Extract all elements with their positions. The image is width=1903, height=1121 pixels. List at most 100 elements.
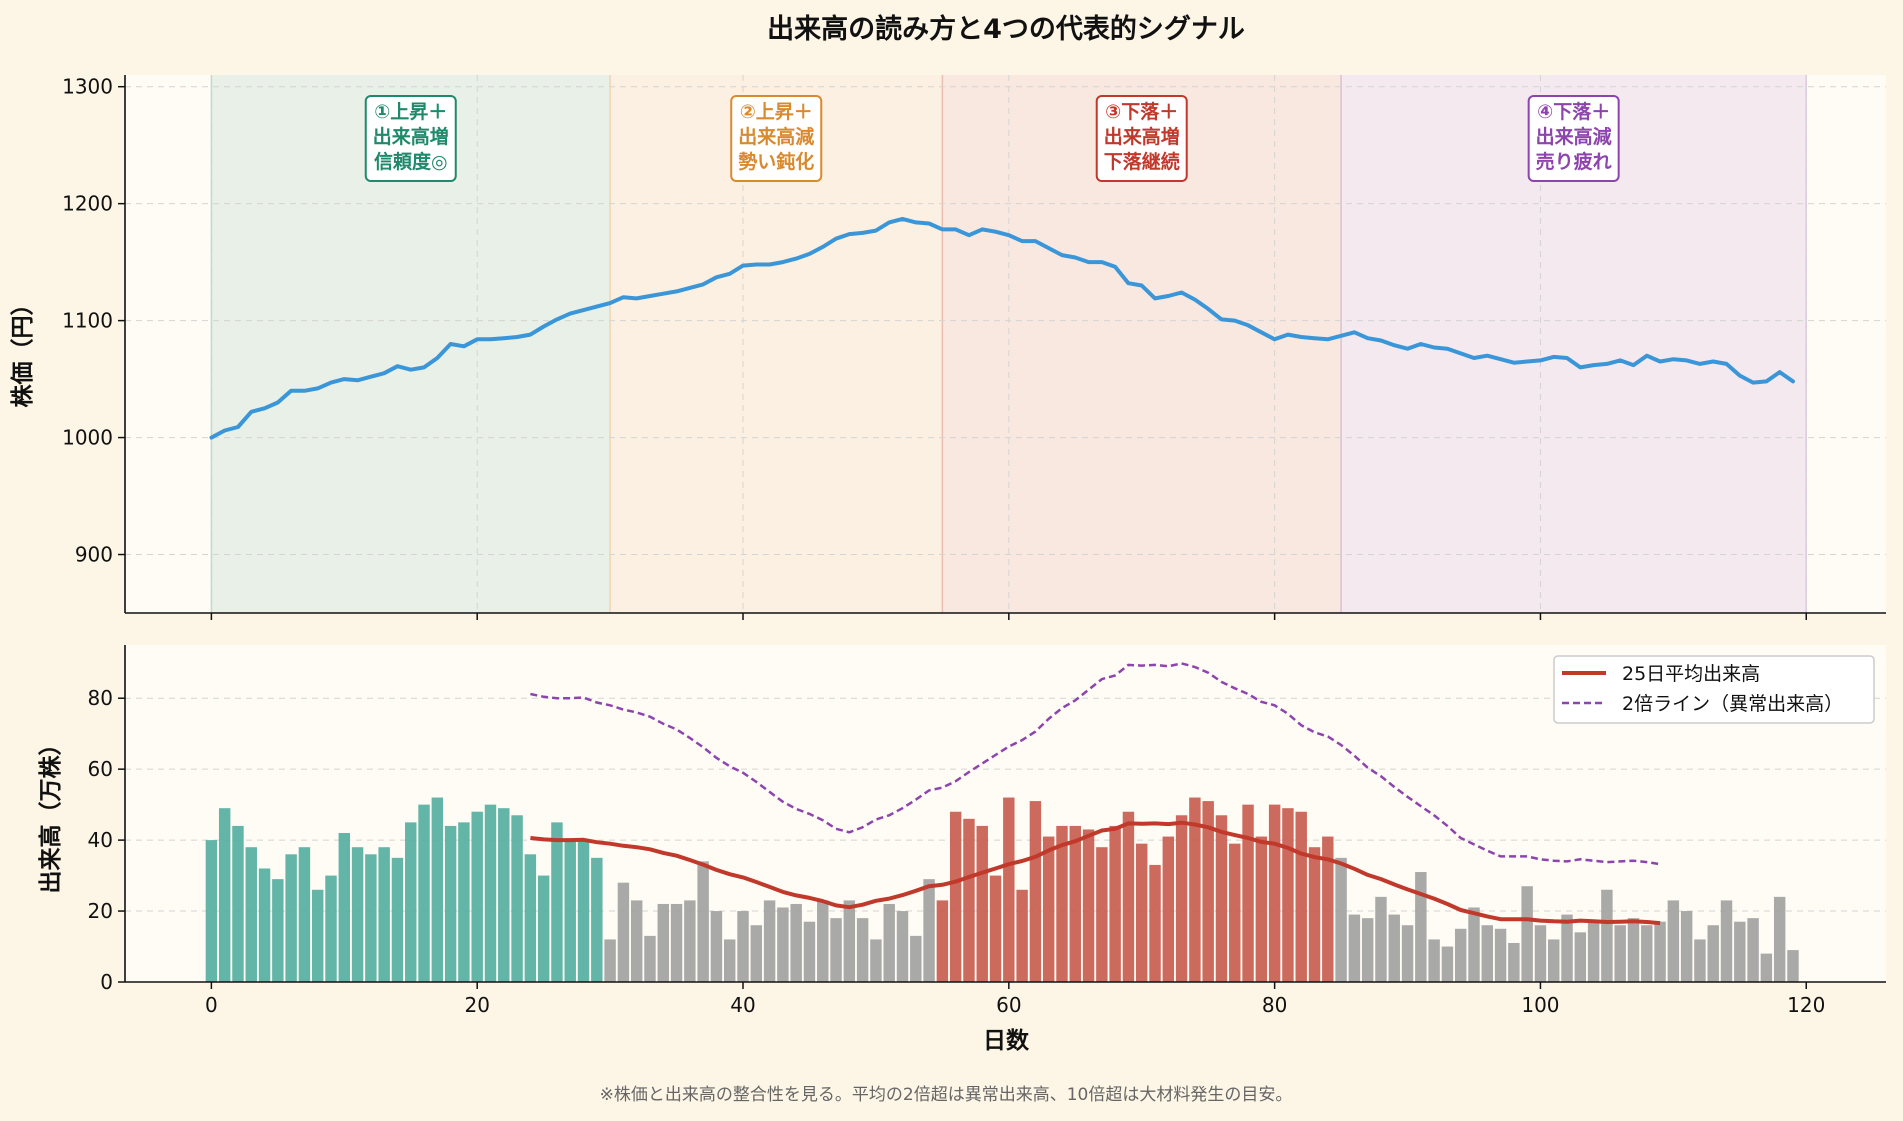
volume-bar	[338, 833, 351, 982]
volume-bar	[1654, 921, 1666, 982]
x-tick-label: 0	[205, 993, 218, 1017]
volume-bar	[1215, 815, 1228, 982]
volume-y-tick-label: 40	[88, 828, 113, 852]
volume-bar	[1282, 808, 1294, 982]
volume-bar	[471, 811, 483, 982]
phase-label-line: 出来高増	[1104, 125, 1180, 148]
volume-bar	[1229, 843, 1241, 982]
volume-bar	[604, 939, 616, 982]
phase-label-line: ②上昇＋	[740, 101, 813, 123]
double-volume-line	[530, 662, 1661, 866]
volume-bar	[591, 857, 603, 982]
volume-bar	[272, 879, 284, 982]
volume-bar	[976, 825, 988, 982]
volume-bar	[724, 939, 736, 982]
volume-bar	[405, 822, 417, 982]
phase-label-box	[364, 95, 457, 182]
phase-label-line: ④下落＋	[1537, 100, 1610, 123]
volume-bar	[1534, 925, 1547, 982]
x-tick-label: 20	[464, 993, 489, 1017]
volume-bar	[670, 903, 683, 982]
volume-bar	[843, 900, 856, 982]
volume-bar	[1760, 953, 1773, 982]
volume-bar	[511, 815, 523, 982]
volume-bar	[803, 921, 816, 982]
price-y-tick-label: 1300	[62, 75, 113, 99]
volume-bar	[1468, 907, 1480, 982]
volume-bar	[1175, 815, 1188, 982]
chart-title: 出来高の読み方と4つの代表的シグナル	[767, 13, 1245, 45]
volume-bar	[1255, 836, 1268, 982]
volume-bar	[1042, 836, 1055, 982]
volume-bar	[883, 903, 895, 982]
volume-bar	[298, 847, 311, 982]
volume-bar	[1003, 797, 1015, 982]
volume-bar	[311, 889, 324, 982]
volume-bar	[1122, 811, 1135, 982]
price-axes: 900 1000 1100 1200 1300	[62, 75, 1886, 620]
phase-label-line: 下落継続	[1104, 150, 1180, 173]
phase-label: ③下落＋出来高増下落継続	[1104, 100, 1180, 173]
volume-bar	[1361, 918, 1374, 982]
volume-bar	[1574, 932, 1587, 982]
phase-label-line: 勢い鈍化	[738, 150, 814, 173]
volume-bar	[524, 854, 537, 982]
volume-bar	[910, 935, 922, 982]
volume-bar	[1162, 836, 1175, 982]
phase-label-line: 出来高増	[373, 125, 449, 148]
volume-panel: 0 20 40 60 80 0 20 40 60 80 100 120 出来高（万株） 日数 25日平…	[37, 645, 1886, 1054]
price-gridlines	[125, 75, 1886, 613]
volume-bar	[431, 797, 444, 982]
price-y-axis-label: 株価（円）	[9, 293, 36, 408]
volume-y-axis-label: 出来高（万株）	[37, 733, 64, 894]
x-tick-label: 100	[1521, 993, 1559, 1017]
volume-bar	[617, 882, 630, 982]
price-y-tick-label: 1000	[62, 426, 113, 450]
volume-bar	[444, 825, 457, 982]
volume-bar	[1202, 801, 1214, 982]
volume-bar	[1720, 900, 1733, 982]
legend-double-label: 2倍ライン（異常出来高）	[1622, 693, 1843, 715]
x-axis-label: 日数	[983, 1028, 1030, 1054]
phase-label-line: ①上昇＋	[374, 101, 447, 123]
volume-bar	[1667, 900, 1680, 982]
volume-bar	[458, 822, 470, 982]
volume-bar	[1494, 928, 1507, 982]
volume-bar	[630, 900, 643, 982]
volume-bar	[1734, 921, 1746, 982]
volume-bar	[258, 868, 271, 982]
volume-bar	[1601, 889, 1613, 982]
phase-label: ④下落＋出来高減売り疲れ	[1536, 100, 1612, 173]
volume-bar	[1322, 836, 1334, 982]
phase-label-box	[1095, 95, 1188, 182]
x-tick-label: 80	[1262, 993, 1287, 1017]
volume-bar	[763, 900, 776, 982]
volume-bar	[1388, 914, 1400, 982]
volume-bar	[1481, 925, 1493, 982]
volume-bar	[737, 911, 749, 982]
volume-bar	[1295, 811, 1307, 982]
volume-bar	[1096, 847, 1108, 982]
volume-bar	[963, 818, 975, 982]
volume-bar	[577, 840, 590, 982]
volume-bar	[537, 875, 550, 982]
volume-bar	[777, 907, 789, 982]
volume-bar	[218, 808, 231, 982]
volume-bar	[1521, 886, 1533, 982]
volume-bar	[1707, 925, 1719, 982]
volume-bar	[1441, 946, 1454, 982]
volume-bar	[1348, 914, 1361, 982]
volume-bar	[498, 808, 510, 982]
x-tick-label: 40	[730, 993, 755, 1017]
volume-bar	[1016, 889, 1028, 982]
phase-labels: ①上昇＋出来高増信頼度◎②上昇＋出来高減勢い鈍化③下落＋出来高増下落継続④下落＋…	[364, 95, 1620, 182]
price-y-tick-label: 1200	[62, 192, 113, 216]
volume-bar	[285, 854, 297, 982]
volume-bar	[378, 847, 390, 982]
volume-bar	[790, 903, 802, 982]
volume-bar	[1335, 857, 1347, 982]
volume-bar	[1189, 797, 1201, 982]
volume-bar	[684, 900, 696, 982]
volume-bar	[1308, 847, 1321, 982]
